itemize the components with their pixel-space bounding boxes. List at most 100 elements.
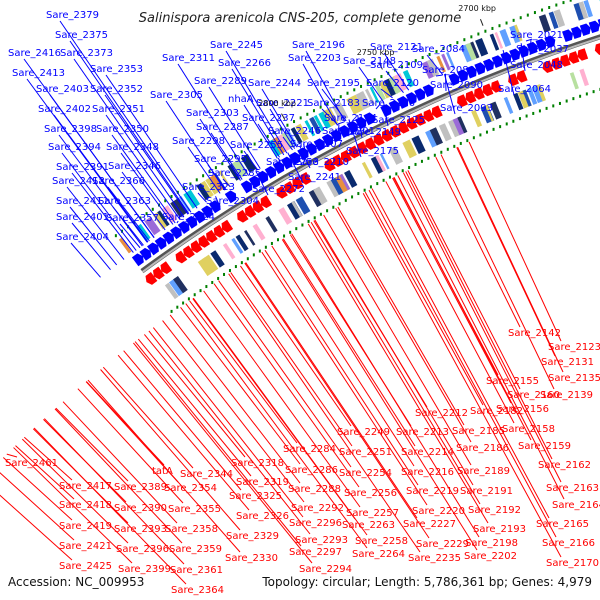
tick-dot xyxy=(552,104,555,108)
tick-dot xyxy=(221,162,224,166)
reverse-gene-arrow xyxy=(206,229,218,243)
reverse-gene-arrow xyxy=(577,48,589,61)
cog-band-segment xyxy=(374,83,386,101)
forward-leader-line xyxy=(282,136,293,151)
forward-leader-line xyxy=(287,152,304,184)
forward-gene-label: Sare_2021 xyxy=(510,30,563,41)
cog-band-segment xyxy=(336,102,349,120)
forward-leader-line xyxy=(61,152,137,251)
reverse-gene-arrow xyxy=(160,261,173,275)
reverse-leader-line xyxy=(54,408,183,544)
reverse-gene-label: Sare_2158 xyxy=(502,424,555,435)
forward-gene-arrow xyxy=(491,55,503,68)
kbp-tick xyxy=(479,19,484,26)
forward-leader-line xyxy=(257,123,280,158)
forward-gene-arrow xyxy=(280,156,293,170)
tick-dot xyxy=(401,169,404,173)
forward-gene-label: Sare_2351 xyxy=(92,104,145,115)
cog-band-segment xyxy=(330,177,345,195)
reverse-gene-label: Sare_2288 xyxy=(288,484,341,495)
accession-label: Accession: NC_009953 xyxy=(8,575,144,589)
reverse-gene-arrow xyxy=(373,132,385,146)
cog-band-segment xyxy=(201,254,219,274)
forward-leader-line xyxy=(426,54,444,76)
tick-dot xyxy=(427,156,430,160)
reverse-gene-arrow xyxy=(568,51,580,64)
forward-gene-arrow xyxy=(355,116,367,130)
tick-dot xyxy=(217,276,220,280)
cog-band-segment xyxy=(448,118,462,138)
forward-gene-label: Sare_2373 xyxy=(60,48,113,59)
tick-dot xyxy=(446,147,449,151)
forward-gene-label: Sare_2244 xyxy=(248,78,301,89)
forward-leader-line xyxy=(66,186,125,260)
cog-band-segment xyxy=(393,73,408,92)
forward-gene-label: Sare_2324 xyxy=(162,212,215,223)
cog-band-segment xyxy=(152,211,168,230)
reverse-gene-arrow xyxy=(244,204,257,218)
tick-dot xyxy=(145,212,148,216)
cog-band-segment xyxy=(290,127,303,144)
reverse-gene-label: Sare_2296 xyxy=(289,518,342,529)
reverse-leader-line xyxy=(152,327,304,518)
forward-leader-line xyxy=(375,103,382,110)
tick-dot xyxy=(228,268,231,272)
tick-dot xyxy=(351,195,354,199)
tick-dot xyxy=(234,154,237,158)
tick-dot xyxy=(306,112,309,116)
tick-dot xyxy=(326,209,329,213)
forward-gene-label: nhaA xyxy=(228,94,254,105)
tick-dot xyxy=(363,188,366,192)
forward-leader-line xyxy=(107,186,150,242)
tick-dot xyxy=(133,220,136,224)
forward-gene-arrow xyxy=(509,48,521,62)
reverse-gene-label: Sare_2344 xyxy=(180,469,233,480)
tick-dot xyxy=(151,207,154,211)
forward-gene-arrow xyxy=(388,100,400,113)
reverse-gene-arrow xyxy=(183,245,195,259)
reverse-gene-label: Sare_2202 xyxy=(464,551,517,562)
forward-gene-label: Sare_2303 xyxy=(186,108,239,119)
forward-gene-label: Sare_2183 xyxy=(307,98,360,109)
reverse-gene-label: Sare_2160 xyxy=(507,390,560,401)
tick-dot xyxy=(293,120,296,124)
reverse-gene-arrow xyxy=(292,176,304,190)
reverse-gene-label: Sare_2419 xyxy=(59,521,112,532)
forward-gene-arrow xyxy=(248,175,261,189)
kbp-ticks xyxy=(281,19,484,120)
forward-leader-line xyxy=(59,20,192,213)
forward-gene-label: Sare_2398 xyxy=(44,124,97,135)
forward-gene-arrow xyxy=(193,210,206,224)
tick-dot xyxy=(332,205,335,209)
forward-gene-label: Sare_2357 xyxy=(106,213,159,224)
cog-band-segment xyxy=(436,55,446,73)
cog-band-segment xyxy=(210,250,225,268)
cog-band-segment xyxy=(446,51,455,69)
cog-band-segment xyxy=(164,282,179,300)
forward-gene-arrow xyxy=(562,29,573,43)
reverse-gene-label: Sare_2170 xyxy=(546,558,599,569)
forward-leader-line xyxy=(210,132,243,180)
reverse-gene-label: Sare_2358 xyxy=(165,524,218,535)
tick-dot xyxy=(525,114,528,118)
cog-band-segment xyxy=(278,207,293,225)
reverse-gene-label: Sare_2229 xyxy=(416,539,469,550)
reverse-gene-arrow xyxy=(300,171,312,185)
tick-dot xyxy=(484,29,487,33)
tick-dot xyxy=(569,0,572,2)
cog-band-segment xyxy=(538,14,551,33)
tick-dot xyxy=(408,166,411,170)
reverse-gene-label: Sare_2319 xyxy=(236,477,289,488)
forward-gene-arrow xyxy=(483,58,495,72)
reverse-gene-arrow xyxy=(175,250,188,264)
forward-leader-line xyxy=(197,192,207,203)
forward-leader-line xyxy=(105,114,181,220)
reverse-leader-line xyxy=(2,457,73,521)
genome-title: Salinispora arenicola CNS-205, complete … xyxy=(139,11,461,26)
tick-dot xyxy=(164,199,167,203)
cog-band-segment xyxy=(157,210,170,227)
reverse-gene-label: Sare_2425 xyxy=(59,561,112,572)
cog-band-segment xyxy=(475,37,489,57)
reverse-gene-label: Sare_2193 xyxy=(473,524,526,535)
cog-band-segment xyxy=(503,96,514,114)
